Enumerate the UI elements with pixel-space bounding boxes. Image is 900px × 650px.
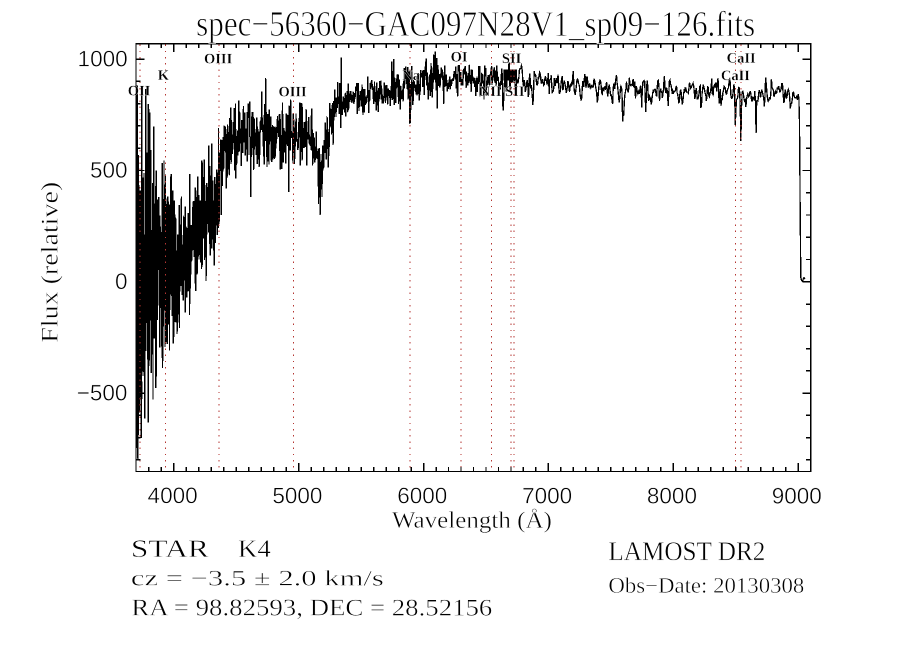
- svg-text:K: K: [158, 68, 170, 84]
- svg-text:9000: 9000: [772, 483, 822, 508]
- svg-text:Obs−Date: 20130308: Obs−Date: 20130308: [608, 573, 804, 598]
- svg-text:CaII: CaII: [721, 68, 750, 84]
- svg-text:1000: 1000: [78, 46, 128, 71]
- svg-text:K4: K4: [238, 536, 272, 563]
- svg-text:SII: SII: [502, 51, 522, 67]
- svg-text:4000: 4000: [148, 483, 198, 508]
- svg-text:500: 500: [90, 158, 128, 183]
- svg-text:Wavelength (Å): Wavelength (Å): [392, 508, 552, 534]
- svg-text:OIII: OIII: [278, 84, 307, 100]
- svg-text:8000: 8000: [647, 483, 697, 508]
- svg-text:OIII: OIII: [204, 51, 233, 67]
- svg-text:6000: 6000: [397, 483, 447, 508]
- svg-text:OII: OII: [128, 83, 151, 99]
- svg-text:OI: OI: [451, 50, 468, 66]
- svg-text:Na: Na: [402, 68, 420, 84]
- svg-text:7000: 7000: [522, 483, 572, 508]
- svg-text:NII SII: NII SII: [480, 84, 525, 100]
- svg-text:CaII: CaII: [727, 51, 756, 67]
- svg-text:RA = 98.82593, DEC = 28.5215: RA = 98.82593, DEC = 28.52156: [131, 595, 492, 621]
- svg-text:−500: −500: [77, 380, 128, 405]
- svg-text:spec−56360−GAC097N28V1_sp09−12: spec−56360−GAC097N28V1_sp09−126.fits: [196, 4, 755, 44]
- svg-text:STAR: STAR: [131, 536, 209, 563]
- svg-text:Flux (relative): Flux (relative): [37, 182, 63, 343]
- svg-text:5000: 5000: [272, 483, 322, 508]
- svg-text:LAMOST DR2: LAMOST DR2: [608, 536, 765, 566]
- svg-text:0: 0: [115, 269, 128, 294]
- svg-text:cz = −3.5 ± 2.0 km/s: cz = −3.5 ± 2.0 km/s: [131, 565, 384, 590]
